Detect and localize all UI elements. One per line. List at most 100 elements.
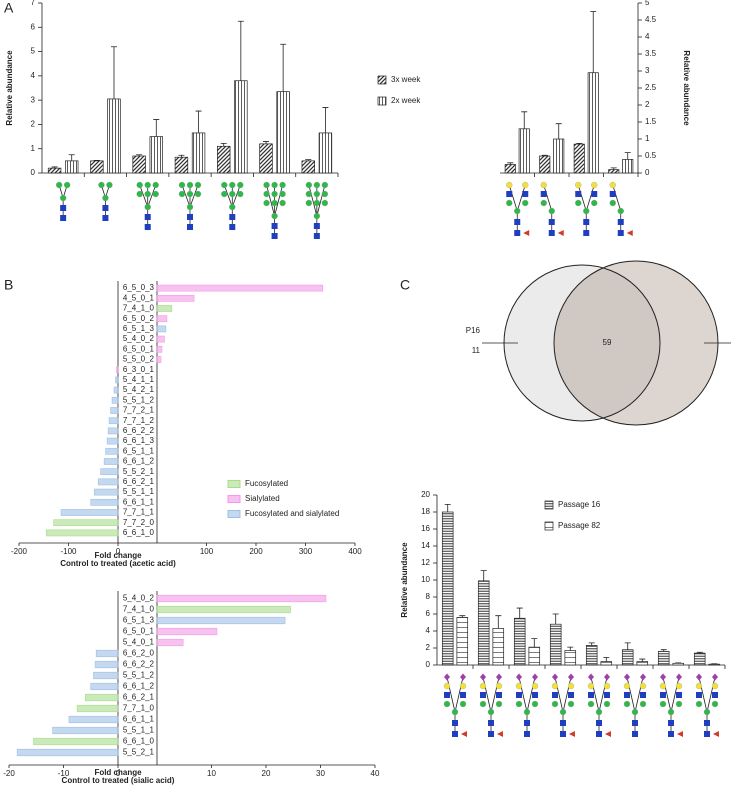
bar <box>156 638 184 647</box>
glycan-square <box>496 692 502 698</box>
glycan-square <box>524 731 530 737</box>
y-tick-label: 14 <box>421 541 430 550</box>
bar <box>174 156 189 174</box>
error-bar <box>590 11 597 73</box>
glycan-square <box>229 224 236 230</box>
legend-swatch <box>377 75 387 85</box>
glycan-square <box>596 720 602 726</box>
legend-swatch <box>227 480 241 488</box>
bar <box>103 458 119 465</box>
category-label: 6_5_0_1 <box>123 627 155 636</box>
legend-swatch <box>377 96 387 106</box>
glycan-circle <box>221 190 228 198</box>
glycan-square <box>575 191 582 197</box>
glycan-circle <box>659 682 667 690</box>
y-tick-label: 18 <box>421 507 430 516</box>
category-label: 6_5_0_3 <box>123 283 155 292</box>
y-tick-label: 2 <box>645 100 650 109</box>
glycan-diamond <box>712 673 718 681</box>
glycan-square <box>480 692 486 698</box>
error-bar <box>195 110 202 133</box>
glycan-circle <box>495 682 503 690</box>
glycan-circle <box>506 199 513 207</box>
glycan-circle <box>106 181 113 189</box>
glycan-square <box>552 692 558 698</box>
glycan-square <box>444 692 450 698</box>
error-bar <box>552 613 559 625</box>
category-label: 6_5_0_1 <box>123 344 155 353</box>
error-bar <box>576 143 583 145</box>
x-tick-label: 30 <box>316 769 325 778</box>
glycan-square <box>514 219 521 225</box>
bar <box>553 138 565 174</box>
glycan-circle <box>305 199 313 207</box>
error-bar <box>136 154 143 156</box>
glycan-circle <box>178 190 186 198</box>
glycan-link <box>626 676 636 713</box>
glycan-square <box>609 191 616 197</box>
glycan-circle <box>194 190 202 198</box>
bar <box>52 726 119 735</box>
glycan-circle <box>540 199 547 207</box>
glycan-circle <box>229 181 236 189</box>
category-label: 5_4_1_1 <box>123 375 155 384</box>
glycan-circle <box>567 700 575 708</box>
category-label: 5_5_1_2 <box>123 671 155 680</box>
glycan-square <box>617 219 624 225</box>
glycan-link <box>634 676 644 713</box>
glycan-square <box>540 191 547 197</box>
error-bar <box>603 656 610 662</box>
glycan-triangle <box>569 731 575 737</box>
glycan-circle <box>55 181 63 189</box>
y-tick-label: 20 <box>421 490 430 499</box>
glycan-square <box>588 692 594 698</box>
glycan-circle <box>279 199 286 207</box>
bar <box>513 617 526 666</box>
bar <box>132 155 146 174</box>
bar <box>608 169 620 174</box>
error-bar <box>610 167 617 170</box>
category-label: 5_5_0_2 <box>123 355 155 364</box>
glycan-circle <box>639 700 647 708</box>
bar <box>217 145 231 174</box>
bar <box>60 509 119 516</box>
y-tick-label: 0.5 <box>645 151 657 160</box>
glycan-circle <box>305 190 313 198</box>
glycan-circle <box>609 181 616 189</box>
bar <box>585 645 598 666</box>
glycan-square <box>548 219 555 225</box>
glycan-circle <box>229 203 236 211</box>
glycan-link <box>526 676 536 713</box>
bar <box>149 136 163 174</box>
glycan-circle <box>479 682 487 690</box>
bar <box>318 132 333 174</box>
bar <box>573 143 585 174</box>
y-tick-label: 4 <box>645 32 650 41</box>
glycan-link <box>454 676 464 713</box>
legend-label: Fucosylated and sialylated <box>245 509 339 518</box>
bar <box>156 325 167 333</box>
bar <box>156 335 165 343</box>
category-label: 6_6_2_2 <box>123 426 155 435</box>
glycan-circle <box>617 207 624 215</box>
x-axis-label: Control to treated (sialic acid) <box>62 776 175 785</box>
category-label: 4_5_0_1 <box>123 293 155 302</box>
category-label: 6_5_0_2 <box>123 314 155 323</box>
glycan-link <box>446 676 456 713</box>
glycan-circle <box>603 682 611 690</box>
glycan-circle <box>559 708 567 716</box>
glycan-circle <box>522 181 529 189</box>
glycan-diamond <box>516 673 522 681</box>
x-axis-label: Fold change <box>94 551 142 560</box>
category-label: 6_5_1_1 <box>123 446 155 455</box>
y-tick-label: 0 <box>31 168 36 177</box>
glycan-circle <box>595 708 603 716</box>
x-axis-label: Control to treated (acetic acid) <box>60 559 176 568</box>
glycan-circle <box>102 194 109 202</box>
glycan-link <box>562 676 572 713</box>
glycan-circle <box>152 181 159 189</box>
legend-label: 2x week <box>391 96 421 105</box>
glycan-diamond <box>568 673 574 681</box>
error-bar <box>660 649 667 652</box>
glycan-square <box>568 692 574 698</box>
